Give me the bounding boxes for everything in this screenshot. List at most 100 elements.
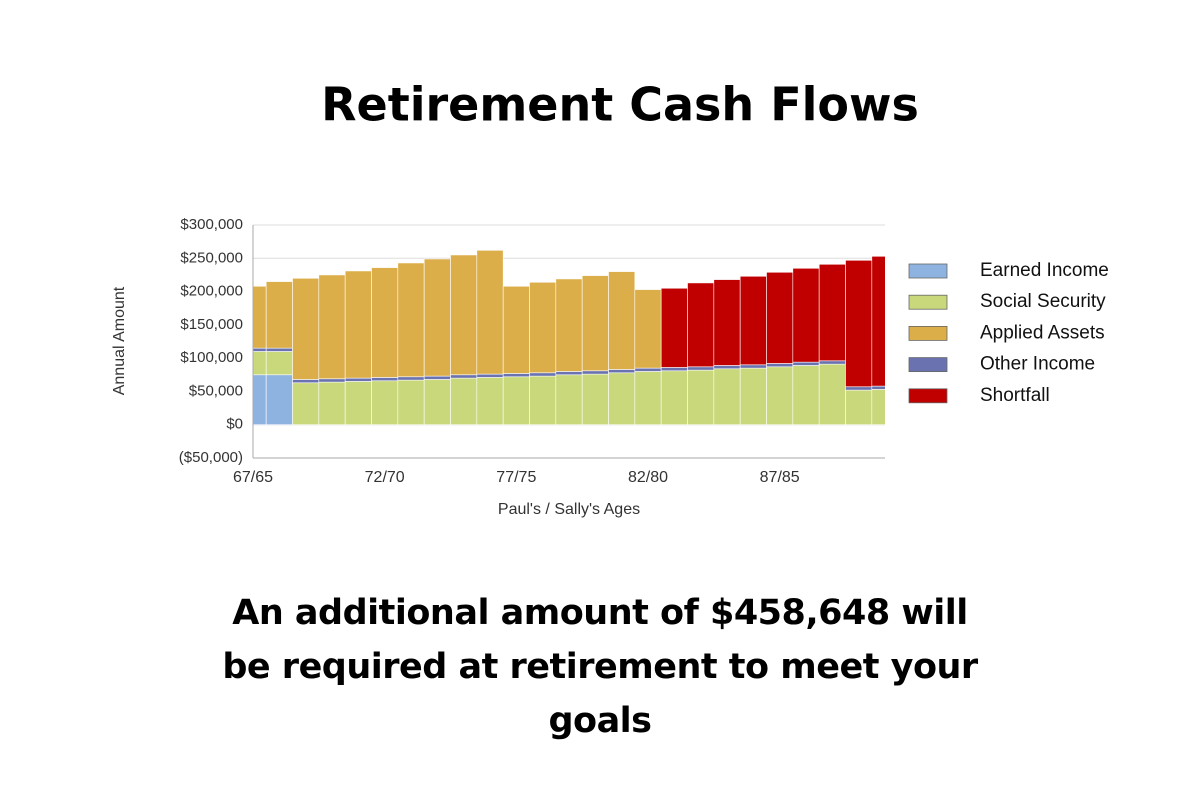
legend-swatch [908,388,948,404]
bar-segment [608,372,636,426]
chart: Retirement Cash Flows Paul's / Sally's A… [111,78,1109,519]
bar-segment [608,369,636,374]
x-tick-label: 67/65 [233,469,273,486]
bar-segment [634,371,662,426]
bar-segment [450,374,478,379]
bars [253,249,885,426]
bar-segment [371,380,399,426]
bar-segment [766,366,794,426]
bar-segment [371,377,399,382]
bar-segment [687,369,715,426]
bar-segment [292,382,320,426]
bar-segment [502,285,530,374]
x-tick-label: 82/80 [628,469,668,486]
bar-segment [818,363,846,426]
bar-segment [423,375,451,380]
bar-segment [371,267,399,378]
bar-segment [555,278,583,372]
bar-segment [845,386,873,391]
bar-segment [792,365,820,426]
bar-segment [265,347,293,352]
bar-segment [739,275,767,366]
bar-segment [555,371,583,376]
y-tick-label: $100,000 [180,349,243,366]
bar-segment [713,368,741,426]
bar-segment [476,249,504,375]
y-tick-label: $0 [226,416,243,433]
bar-segment [581,373,609,426]
bar-segment [423,258,451,377]
bar-segment [318,381,346,426]
legend-label: Applied Assets [980,322,1105,343]
bar-segment [581,370,609,375]
bar-segment [318,378,346,383]
bar-segment [344,270,372,379]
legend-label: Earned Income [980,260,1109,281]
legend-swatch [908,325,948,341]
legend-swatch [908,294,948,310]
page-title: Retirement Cash Flows [321,78,919,132]
bar-segment [818,263,846,362]
y-axis-title: Annual Amount [111,286,128,395]
legend-label: Social Security [980,291,1106,312]
bar-segment [397,379,425,426]
y-tick-label: $200,000 [180,283,243,300]
bar-segment [265,281,293,349]
x-tick-label: 87/85 [760,469,800,486]
bar-segment [529,372,557,377]
caption-text: An additional amount of $458,648 will be… [222,593,978,741]
bar-segment [529,281,557,374]
bar-segment [397,262,425,378]
bar-segment [792,267,820,363]
bar-segment [397,376,425,381]
bar-segment [265,351,293,376]
bar-segment [344,381,372,426]
bar-segment [581,275,609,372]
bar-segment [660,287,688,368]
bar-segment [687,366,715,371]
y-tick-label: $250,000 [180,249,243,266]
y-tick-label: ($50,000) [179,449,243,466]
bar-segment [502,376,530,426]
bar-segment [344,377,372,382]
y-tick-label: $50,000 [189,382,243,399]
bar-segment [792,361,820,366]
bar-segment [450,254,478,376]
bar-segment [634,289,662,369]
bar-segment [713,365,741,370]
bar-segment [318,274,346,380]
legend-swatch [908,263,948,279]
y-tick-label: $300,000 [180,216,243,233]
bar-segment [739,367,767,426]
bar-segment [265,374,293,426]
bar-segment [660,367,688,372]
bar-segment [871,255,885,387]
y-tick-label: $150,000 [180,316,243,333]
bar-segment [423,379,451,426]
caption: An additional amount of $458,648 will be… [0,586,1200,748]
x-tick-label: 77/75 [496,469,536,486]
bar-segment [818,360,846,365]
bar-segment [555,374,583,426]
x-tick-label: 72/70 [365,469,405,486]
bar-segment [713,279,741,366]
bar-segment [529,375,557,426]
bar-segment [871,389,885,426]
bar-segment [450,377,478,426]
bar-segment [292,379,320,384]
x-axis-title: Paul's / Sally's Ages [498,501,640,518]
legend-swatch [908,357,948,373]
bar-segment [608,271,636,370]
bar-segment [634,367,662,372]
bar-segment [476,377,504,426]
bar-segment [766,363,794,368]
bar-segment [845,389,873,426]
bar-segment [476,373,504,378]
legend-label: Shortfall [980,385,1050,406]
bar-segment [292,277,320,380]
bar-segment [766,271,794,364]
bar-segment [845,259,873,388]
bar-segment [502,373,530,378]
bar-segment [871,385,885,390]
